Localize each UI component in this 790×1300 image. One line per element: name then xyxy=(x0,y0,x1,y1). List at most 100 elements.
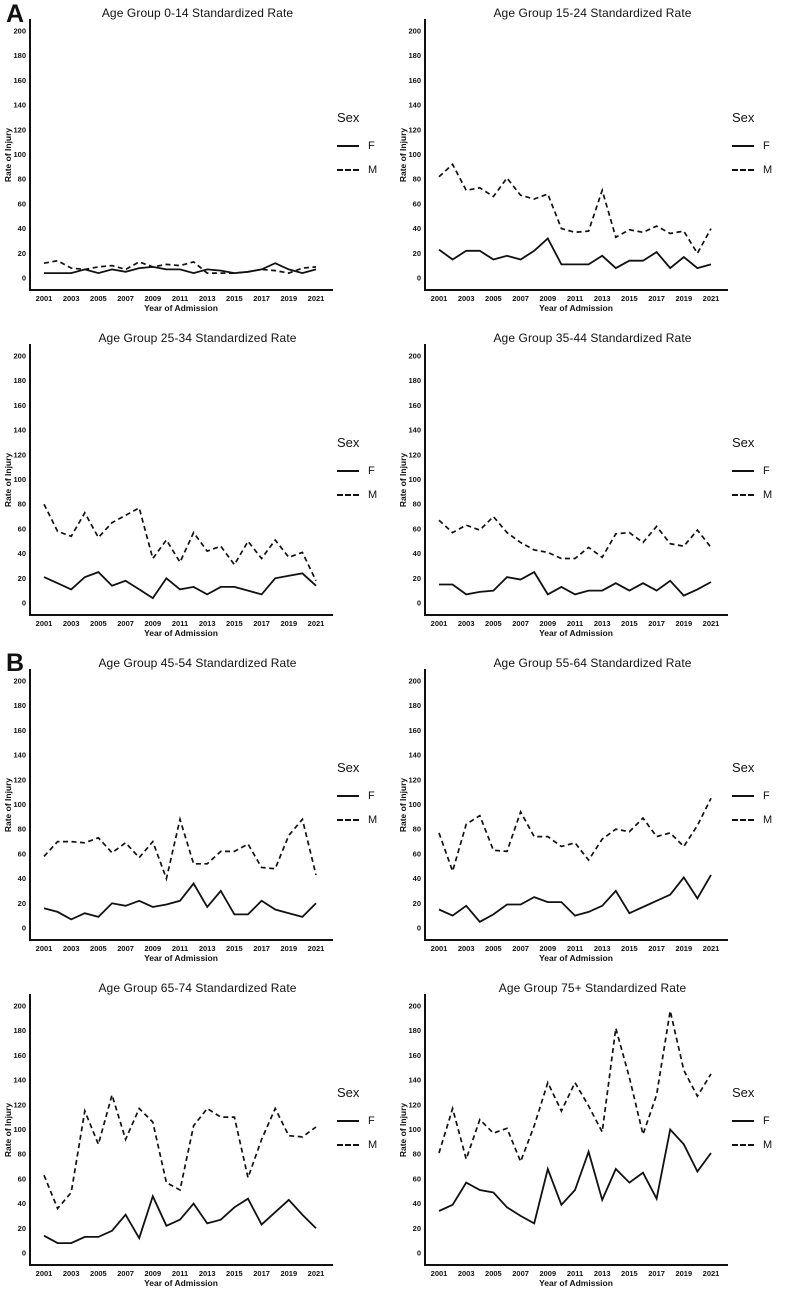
x-tick-label: 2021 xyxy=(308,1269,325,1278)
legend-solid-line-sample xyxy=(337,795,359,797)
y-tick-label: 200 xyxy=(408,677,421,686)
legend-entry-M: M xyxy=(732,808,790,832)
y-tick-label: 140 xyxy=(13,751,26,760)
x-tick-label: 2015 xyxy=(226,294,243,303)
x-tick-label: 2005 xyxy=(90,294,107,303)
y-tick-label: 120 xyxy=(13,775,26,784)
x-tick-label: 2001 xyxy=(36,944,53,953)
axis-lines xyxy=(29,669,333,941)
y-tick-label: 180 xyxy=(408,1026,421,1035)
legend-dashed-line-sample xyxy=(732,819,754,821)
panel-title: Age Group 45-54 Standardized Rate xyxy=(98,656,297,670)
y-axis-label: Rate of Injury xyxy=(398,1103,408,1158)
legend-entry-M: M xyxy=(337,483,395,507)
x-tick-label: 2019 xyxy=(280,619,297,628)
y-tick-label: 140 xyxy=(408,751,421,760)
y-tick-label: 140 xyxy=(408,426,421,435)
axis-lines xyxy=(424,344,728,616)
axis-lines xyxy=(424,19,728,291)
x-tick-label: 2015 xyxy=(621,294,638,303)
y-tick-label: 200 xyxy=(408,352,421,361)
legend-title: Sex xyxy=(732,1085,755,1100)
y-tick-label: 0 xyxy=(417,924,421,933)
y-tick-label: 200 xyxy=(408,27,421,36)
y-tick-label: 120 xyxy=(13,1100,26,1109)
x-tick-label: 2017 xyxy=(648,1269,665,1278)
legend-label: F xyxy=(763,790,770,802)
y-tick-label: 80 xyxy=(413,175,421,184)
y-tick-label: 20 xyxy=(413,574,421,583)
chart-canvas: 0 20 40 60 80 100 120 140 160 180 200 2001 2003 2005 2… xyxy=(3,994,333,1288)
y-tick-label: 40 xyxy=(18,874,26,883)
panel-title: Age Group 35-44 Standardized Rate xyxy=(493,331,692,345)
axis-lines xyxy=(29,344,333,616)
y-tick-label: 60 xyxy=(18,1174,26,1183)
panel-title: Age Group 75+ Standardized Rate xyxy=(498,981,687,995)
x-axis-label: Year of Admission xyxy=(539,1278,613,1288)
chart-panel-age-25-34: Age Group 25-34 Standardized Rate 0 20 40 6… xyxy=(0,325,395,650)
x-tick-label: 2003 xyxy=(458,944,475,953)
x-tick-label: 2009 xyxy=(144,944,161,953)
x-axis-label: Year of Admission xyxy=(144,1278,218,1288)
y-tick-label: 0 xyxy=(417,1249,421,1258)
x-tick-label: 2019 xyxy=(280,294,297,303)
legend-entry-M: M xyxy=(337,1133,395,1157)
x-tick-label: 2009 xyxy=(539,294,556,303)
y-tick-label: 60 xyxy=(413,1174,421,1183)
series-line-F xyxy=(43,881,317,921)
legend-label: M xyxy=(763,814,773,826)
legend-label: F xyxy=(368,790,375,802)
legend-entry-F: F xyxy=(337,1109,395,1133)
y-tick-label: 80 xyxy=(413,500,421,509)
x-tick-label: 2019 xyxy=(675,294,692,303)
legend-label: M xyxy=(763,489,773,501)
legend-solid-line-sample xyxy=(732,145,754,147)
x-tick-label: 2005 xyxy=(90,1269,107,1278)
y-tick-label: 20 xyxy=(18,899,26,908)
x-tick-label: 2013 xyxy=(199,1269,216,1278)
section-label-a: A xyxy=(6,0,25,28)
series-line-M xyxy=(43,503,317,582)
x-tick-label: 2005 xyxy=(485,944,502,953)
x-tick-label: 2021 xyxy=(308,294,325,303)
x-tick-label: 2007 xyxy=(117,619,134,628)
x-tick-label: 2015 xyxy=(226,619,243,628)
y-tick-label: 200 xyxy=(13,1002,26,1011)
x-tick-label: 2001 xyxy=(36,619,53,628)
legend-label: M xyxy=(368,164,378,176)
legend-dashed-line-sample xyxy=(337,169,359,171)
legend-entry-F: F xyxy=(732,459,790,483)
x-tick-label: 2013 xyxy=(199,944,216,953)
legend-title: Sex xyxy=(732,435,755,450)
y-tick-label: 160 xyxy=(13,1051,26,1060)
x-tick-label: 2005 xyxy=(485,294,502,303)
y-tick-label: 100 xyxy=(13,150,26,159)
y-tick-label: 100 xyxy=(13,1125,26,1134)
x-tick-label: 2011 xyxy=(567,294,583,303)
x-axis-label: Year of Admission xyxy=(539,628,613,638)
y-tick-label: 160 xyxy=(408,76,421,85)
y-tick-label: 80 xyxy=(413,1150,421,1159)
y-tick-label: 100 xyxy=(408,150,421,159)
legend-dashed-line-sample xyxy=(732,494,754,496)
x-tick-label: 2021 xyxy=(703,1269,720,1278)
x-tick-label: 2003 xyxy=(458,619,475,628)
series-line-M xyxy=(43,816,317,882)
legend-label: F xyxy=(763,1115,770,1127)
y-tick-label: 200 xyxy=(408,1002,421,1011)
axis-lines xyxy=(29,19,333,291)
chart-panel-age-15-24: Age Group 15-24 Standardized Rate 0 20 40 6… xyxy=(395,0,790,325)
chart-canvas: 0 20 40 60 80 100 120 140 160 180 200 2001 2003 2005 2… xyxy=(3,669,333,963)
y-tick-label: 180 xyxy=(408,376,421,385)
x-tick-label: 2015 xyxy=(226,1269,243,1278)
legend-label: F xyxy=(368,140,375,152)
x-tick-label: 2015 xyxy=(621,1269,638,1278)
x-tick-label: 2009 xyxy=(144,294,161,303)
legend-dashed-line-sample xyxy=(337,819,359,821)
x-tick-label: 2009 xyxy=(539,619,556,628)
legend-solid-line-sample xyxy=(732,1120,754,1122)
y-tick-label: 160 xyxy=(408,1051,421,1060)
y-tick-label: 160 xyxy=(408,401,421,410)
